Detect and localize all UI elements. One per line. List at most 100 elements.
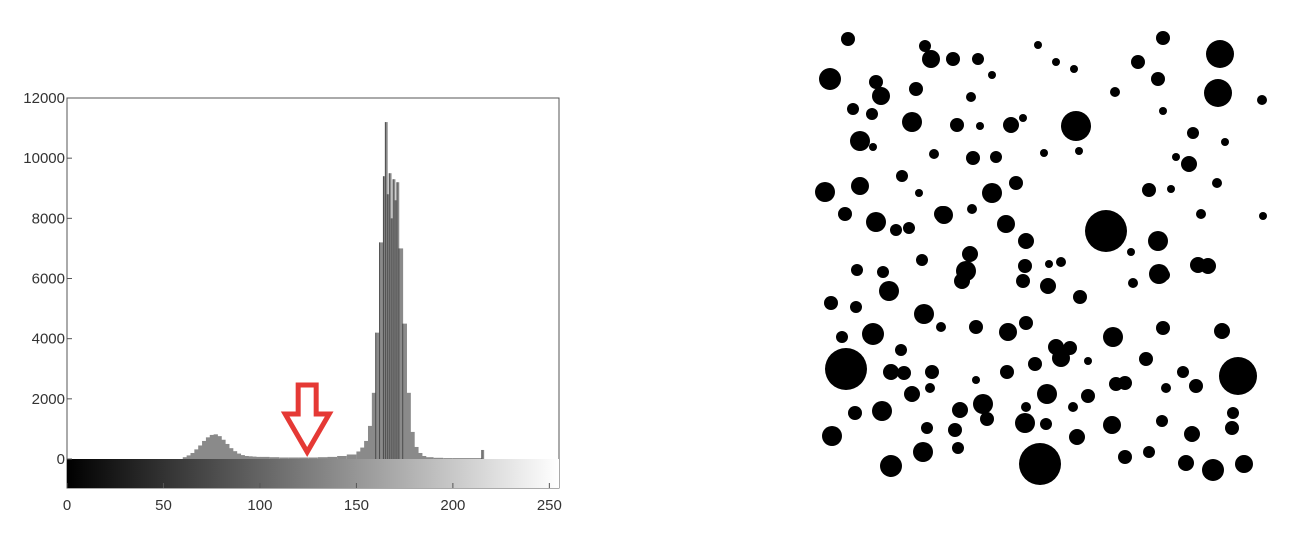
blob xyxy=(952,442,964,454)
histogram-bar xyxy=(356,451,361,459)
histogram-bar xyxy=(288,457,299,459)
blob xyxy=(1158,269,1170,281)
histogram-bar xyxy=(308,457,318,459)
threshold-arrow-shape xyxy=(280,382,334,457)
blob xyxy=(1178,455,1194,471)
blob xyxy=(1172,153,1180,161)
blob xyxy=(1037,384,1057,404)
blob xyxy=(866,212,886,232)
blob xyxy=(1018,233,1034,249)
blob xyxy=(1167,185,1175,193)
blob xyxy=(967,204,977,214)
y-tick-label: 8000 xyxy=(32,210,65,227)
x-axis-ticks: 0 50 100 150 200 250 xyxy=(63,483,562,514)
blob xyxy=(999,323,1017,341)
blob xyxy=(1212,178,1222,188)
blob xyxy=(1068,402,1078,412)
histogram-bar xyxy=(481,449,485,459)
histogram-bar xyxy=(256,456,261,459)
histogram-bar xyxy=(213,434,218,459)
blob xyxy=(1181,156,1197,172)
blob xyxy=(822,426,842,446)
x-tick-label: 250 xyxy=(537,497,562,514)
blob xyxy=(1128,278,1138,288)
histogram-bar xyxy=(414,446,419,459)
blob xyxy=(1016,274,1030,288)
blob xyxy=(980,412,994,426)
histogram-bar xyxy=(194,449,199,459)
histogram-bar xyxy=(406,392,411,459)
histogram-bar xyxy=(391,218,394,459)
x-tick-label: 100 xyxy=(247,497,272,514)
blob xyxy=(913,442,933,462)
blob xyxy=(897,366,911,380)
blob xyxy=(925,383,935,393)
blob xyxy=(972,53,984,65)
histogram-bar xyxy=(244,455,249,459)
histogram-bar xyxy=(346,454,357,459)
blob xyxy=(929,149,939,159)
blob xyxy=(1118,376,1132,390)
blob xyxy=(1259,212,1267,220)
blob xyxy=(969,320,983,334)
blob xyxy=(847,103,859,115)
blob xyxy=(1177,366,1189,378)
x-tick-label: 50 xyxy=(155,497,172,514)
blob xyxy=(925,365,939,379)
blob xyxy=(972,376,980,384)
histogram-bar xyxy=(327,456,338,459)
blob xyxy=(903,222,915,234)
blob xyxy=(1019,316,1033,330)
histogram-bar xyxy=(443,458,453,459)
blob xyxy=(915,189,923,197)
blob xyxy=(916,254,928,266)
blob xyxy=(921,422,933,434)
blob xyxy=(850,131,870,151)
blob xyxy=(954,273,970,289)
blob xyxy=(1200,258,1216,274)
x-tick-label: 150 xyxy=(344,497,369,514)
blob xyxy=(1103,327,1123,347)
blob xyxy=(1069,429,1085,445)
blob xyxy=(838,207,852,221)
histogram-bar xyxy=(393,179,396,459)
blob xyxy=(1040,149,1048,157)
blob xyxy=(1219,357,1257,395)
blob xyxy=(1202,459,1224,481)
histogram-bar xyxy=(186,455,191,459)
blob xyxy=(1131,55,1145,69)
blob xyxy=(936,322,946,332)
blob xyxy=(1034,41,1042,49)
blob xyxy=(919,40,931,52)
histogram-bar xyxy=(269,457,280,459)
blob xyxy=(988,71,996,79)
blob xyxy=(1040,418,1052,430)
histogram-bar xyxy=(379,242,384,459)
blob xyxy=(1189,379,1203,393)
blob xyxy=(1225,421,1239,435)
blob xyxy=(902,112,922,132)
blob xyxy=(1148,231,1168,251)
histogram-bar xyxy=(367,425,373,459)
blob xyxy=(1156,31,1170,45)
histogram-bar xyxy=(425,457,434,459)
blob xyxy=(890,224,902,236)
blob xyxy=(1204,79,1232,107)
blob xyxy=(962,246,978,262)
histogram-bar xyxy=(279,457,289,459)
histogram-bar xyxy=(259,456,270,459)
blob xyxy=(1235,455,1253,473)
blob xyxy=(896,170,908,182)
blob xyxy=(1103,416,1121,434)
blob xyxy=(851,264,863,276)
blob xyxy=(1081,389,1095,403)
histogram-bar xyxy=(205,437,211,459)
histogram-bar xyxy=(410,431,415,459)
blob xyxy=(1040,278,1056,294)
blob xyxy=(1061,111,1091,141)
histogram-bar xyxy=(375,332,380,459)
blob xyxy=(904,386,920,402)
histogram-bar xyxy=(217,436,222,459)
blob xyxy=(1159,107,1167,115)
